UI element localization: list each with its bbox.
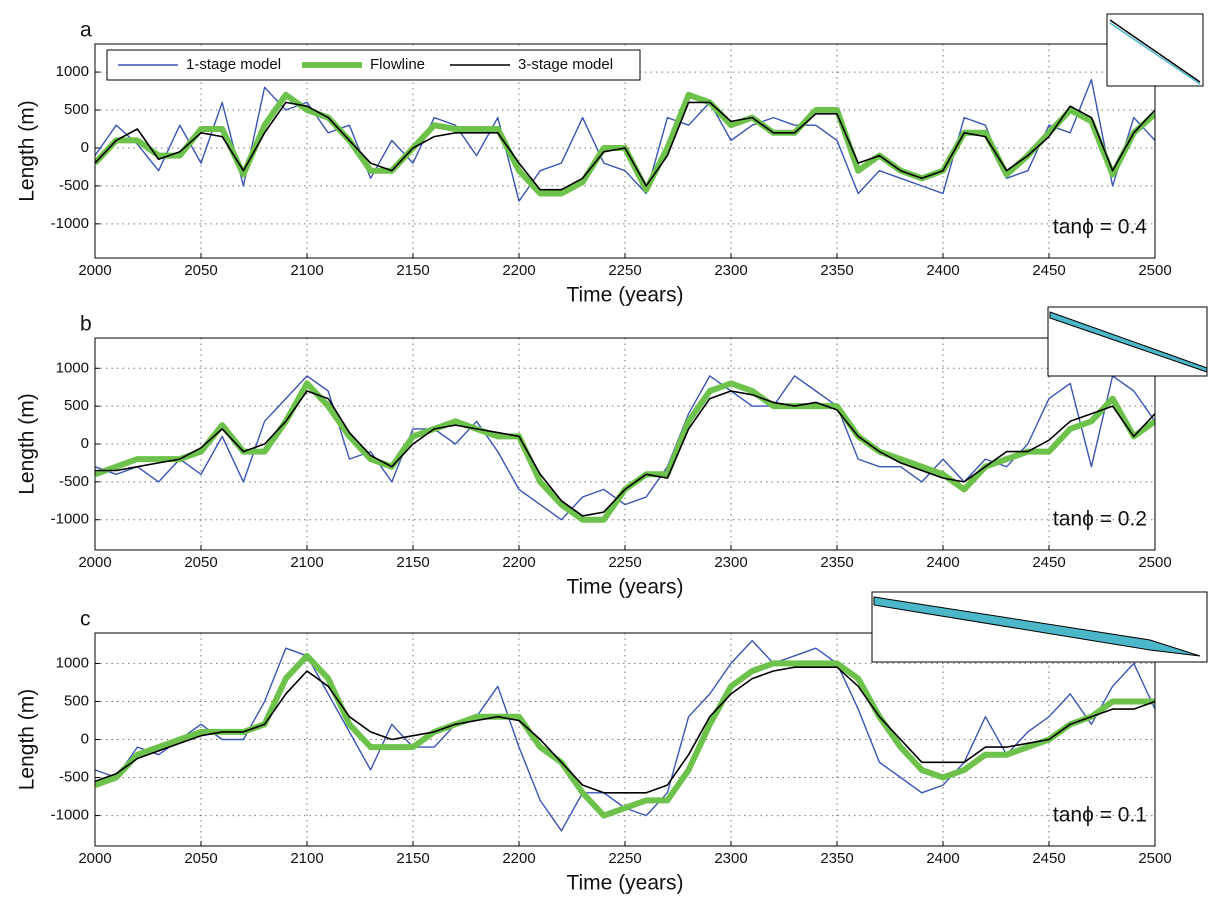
x-tick-label: 2350 (820, 262, 853, 279)
lines (95, 79, 1155, 202)
x-tick-label: 2000 (78, 262, 111, 279)
y-tick-label: -1000 (51, 215, 89, 232)
y-tick-label: -1000 (51, 511, 89, 528)
x-tick-label: 2050 (184, 554, 217, 571)
x-axis-title: Time (years) (566, 576, 683, 599)
x-tick-label: 2300 (714, 262, 747, 279)
inset-b (1047, 306, 1208, 377)
lines (95, 375, 1155, 523)
panel: 2000 2050 2100 2150 2200 2250 2300 2350 2400 2450… (16, 313, 1172, 599)
annotation: tanϕ = 0.4 (1053, 216, 1147, 239)
x-tick-label: 2250 (608, 554, 641, 571)
lines (95, 639, 1155, 832)
series-line (95, 666, 1155, 794)
y-tick-label: 0 (81, 139, 89, 156)
x-tick-label: 2450 (1032, 850, 1065, 867)
x-tick-label: 2400 (926, 850, 959, 867)
x-tick-label: 2000 (78, 850, 111, 867)
annotation: tanϕ = 0.1 (1053, 804, 1147, 827)
x-tick-label: 2100 (290, 262, 323, 279)
inset-a (1106, 13, 1204, 87)
x-tick-label: 2500 (1138, 850, 1171, 867)
y-tick-label: -500 (59, 769, 89, 786)
y-tick-label: 1000 (56, 654, 89, 671)
y-tick-label: 0 (81, 435, 89, 452)
y-tick-label: -500 (59, 177, 89, 194)
legend-label: Flowline (370, 56, 425, 73)
plot-area (95, 633, 1155, 846)
legend-label: 3-stage model (518, 56, 613, 73)
panel-label: c (80, 608, 91, 631)
x-axis-title: Time (years) (566, 872, 683, 895)
x-tick-label: 2350 (820, 554, 853, 571)
panel-label: b (80, 313, 92, 336)
x-tick-label: 2350 (820, 850, 853, 867)
y-tick-label: 1000 (56, 359, 89, 376)
x-axis-title: Time (years) (566, 284, 683, 307)
panel: 2000 2050 2100 2150 2200 2250 2300 2350 2400 2450… (16, 19, 1172, 307)
x-tick-label: 2150 (396, 554, 429, 571)
y-tick-label: 500 (64, 101, 89, 118)
x-tick-label: 2300 (714, 554, 747, 571)
plot-frame (94, 337, 1156, 551)
series-line (95, 375, 1155, 521)
y-axis-title: Length (m) (16, 100, 39, 202)
y-tick-label: 500 (64, 397, 89, 414)
plot-frame (94, 632, 1156, 847)
y-axis-title: Length (m) (16, 689, 39, 791)
panel: 2000 2050 2100 2150 2200 2250 2300 2350 2400 2450… (16, 608, 1172, 895)
x-tick-label: 2300 (714, 850, 747, 867)
legend: 1-stage model Flowline 3-stage model (106, 49, 641, 81)
x-tick-label: 2200 (502, 262, 535, 279)
x-tick-label: 2050 (184, 850, 217, 867)
panel-label: a (80, 19, 92, 42)
legend-box (106, 49, 641, 81)
inset-c (871, 591, 1208, 663)
x-tick-label: 2250 (608, 850, 641, 867)
x-tick-label: 2450 (1032, 262, 1065, 279)
x-tick-label: 2250 (608, 262, 641, 279)
legend-label: 1-stage model (186, 56, 281, 73)
plot-frame (94, 43, 1156, 259)
x-tick-label: 2200 (502, 850, 535, 867)
x-tick-label: 2000 (78, 554, 111, 571)
annotation: tanϕ = 0.2 (1053, 508, 1147, 531)
y-tick-label: 1000 (56, 63, 89, 80)
x-tick-label: 2100 (290, 850, 323, 867)
y-tick-label: -1000 (51, 807, 89, 824)
x-tick-label: 2400 (926, 262, 959, 279)
x-tick-label: 2450 (1032, 554, 1065, 571)
y-tick-label: 500 (64, 692, 89, 709)
series-line (95, 79, 1155, 202)
y-tick-label: 0 (81, 730, 89, 747)
x-tick-label: 2050 (184, 262, 217, 279)
x-tick-label: 2500 (1138, 554, 1171, 571)
x-tick-label: 2400 (926, 554, 959, 571)
x-tick-label: 2100 (290, 554, 323, 571)
series-line (95, 652, 1155, 819)
series-line (95, 390, 1155, 517)
x-tick-label: 2150 (396, 262, 429, 279)
y-axis-title: Length (m) (16, 393, 39, 495)
x-tick-label: 2200 (502, 554, 535, 571)
y-tick-label: -500 (59, 473, 89, 490)
x-tick-label: 2500 (1138, 262, 1171, 279)
series-line (95, 101, 1155, 191)
x-tick-label: 2150 (396, 850, 429, 867)
